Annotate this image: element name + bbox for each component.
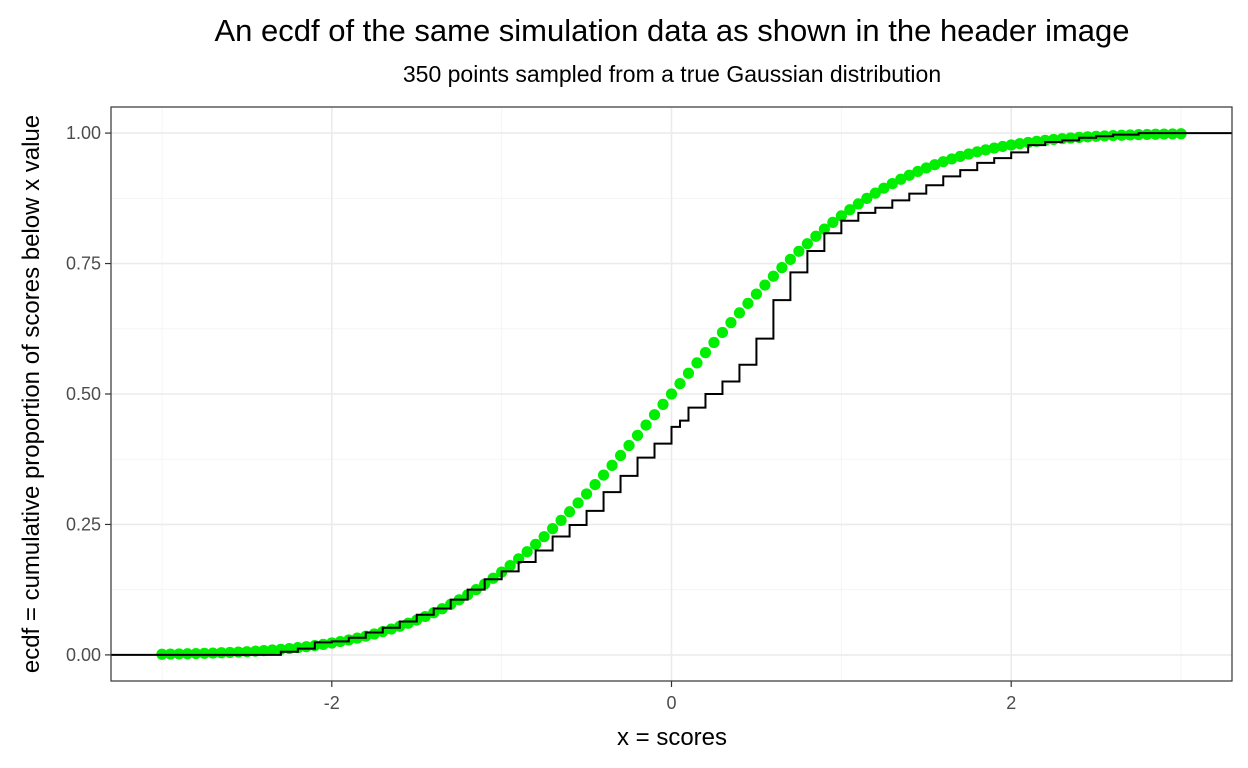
chart-title: An ecdf of the same simulation data as s… (214, 13, 1129, 48)
theoretical-point (657, 398, 669, 410)
theoretical-point (266, 644, 278, 656)
theoretical-point (198, 647, 211, 659)
theoretical-point (530, 538, 542, 550)
theoretical-point (895, 173, 907, 185)
y-tick-label: 1.00 (66, 123, 101, 143)
theoretical-point (640, 419, 652, 431)
theoretical-point (563, 506, 576, 518)
theoretical-point (708, 336, 720, 349)
theoretical-point (181, 648, 194, 660)
theoretical-point (878, 182, 890, 194)
theoretical-point (980, 144, 992, 156)
theoretical-point (750, 288, 763, 300)
theoretical-point (699, 347, 712, 359)
theoretical-point (1014, 138, 1026, 150)
theoretical-point (844, 204, 856, 216)
theoretical-point (589, 478, 601, 491)
theoretical-point (827, 216, 839, 228)
theoretical-point (801, 238, 813, 250)
y-tick-label: 0.25 (66, 514, 101, 534)
theoretical-point (648, 409, 661, 421)
theoretical-point (759, 279, 771, 291)
theoretical-point (861, 192, 873, 204)
theoretical-point (912, 165, 924, 178)
panel-border (110, 106, 1233, 682)
theoretical-point (716, 326, 729, 339)
theoretical-point (1039, 134, 1051, 146)
theoretical-point (597, 469, 610, 481)
theoretical-point (1141, 128, 1153, 141)
theoretical-point (368, 628, 380, 640)
theoretical-point (997, 140, 1009, 153)
theoretical-point (886, 178, 898, 190)
theoretical-point (631, 429, 644, 441)
y-axis-title: ecdf = cumulative proportion of scores b… (18, 115, 45, 673)
theoretical-point (869, 187, 881, 199)
theoretical-point (1149, 128, 1162, 140)
theoretical-point (988, 142, 1000, 154)
axis-ticks: -2 0 2 0.00 0.25 0.50 0.75 1.00 (66, 123, 1016, 713)
theoretical-point (623, 439, 635, 452)
theoretical-point (674, 378, 686, 390)
theoretical-point (903, 169, 915, 181)
theoretical-point (402, 617, 414, 629)
theoretical-point (538, 531, 550, 543)
x-tick-label: 2 (1006, 693, 1016, 713)
theoretical-point (385, 623, 397, 635)
y-tick-label: 0.75 (66, 254, 101, 274)
theoretical-point (614, 449, 627, 462)
theoretical-point (547, 523, 559, 535)
theoretical-point (776, 262, 788, 274)
theoretical-point (555, 514, 567, 526)
x-tick-label: -2 (324, 693, 340, 713)
theoretical-point (835, 210, 847, 222)
theoretical-point (190, 647, 202, 660)
empirical-ecdf-step-line (111, 132, 1232, 656)
theoretical-point (946, 153, 958, 165)
x-axis-title: x = scores (617, 724, 727, 751)
x-tick-label: 0 (666, 693, 676, 713)
theoretical-point (521, 546, 533, 558)
theoretical-point (929, 159, 941, 171)
theoretical-point (818, 223, 830, 235)
theoretical-point (784, 253, 796, 265)
y-tick-label: 0.50 (66, 384, 101, 404)
theoretical-point (963, 148, 975, 160)
theoretical-point (971, 146, 983, 158)
theoretical-point (742, 297, 754, 310)
theoretical-point (1005, 139, 1017, 151)
theoretical-point (504, 560, 516, 572)
chart-subtitle: 350 points sampled from a true Gaussian … (403, 61, 941, 87)
theoretical-point (733, 307, 746, 319)
theoretical-point (767, 270, 780, 282)
theoretical-point (665, 388, 678, 400)
theoretical-point (810, 230, 822, 242)
theoretical-point (606, 459, 618, 471)
theoretical-point (580, 488, 593, 500)
theoretical-point (691, 357, 703, 369)
theoretical-point (682, 367, 695, 379)
theoretical-point (793, 245, 805, 257)
theoretical-point (920, 162, 932, 174)
theoretical-point (852, 198, 864, 210)
theoretical-point (725, 317, 737, 329)
theoretical-point (258, 645, 270, 657)
theoretical-point (937, 156, 949, 168)
y-tick-label: 0.00 (66, 645, 101, 665)
theoretical-point (954, 150, 966, 162)
theoretical-point (572, 497, 584, 509)
